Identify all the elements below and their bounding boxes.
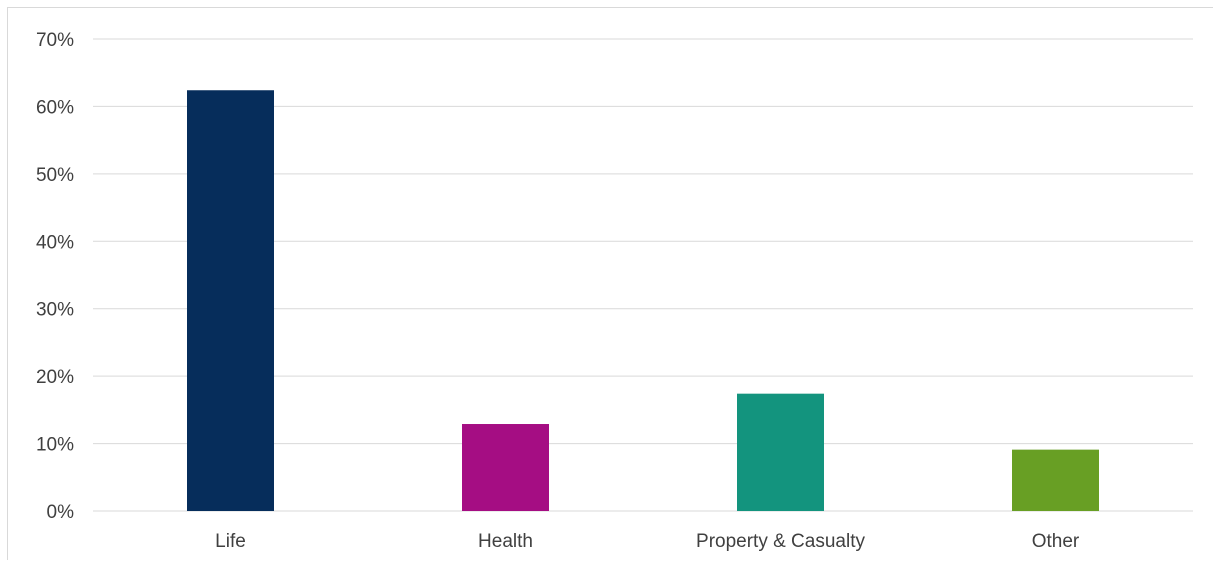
y-tick-label: 70% xyxy=(36,30,74,51)
y-tick-label: 50% xyxy=(36,165,74,186)
x-tick-label: Property & Casualty xyxy=(696,531,865,552)
y-tick-label: 30% xyxy=(36,300,74,321)
y-tick-label: 40% xyxy=(36,232,74,253)
bar-life xyxy=(187,90,274,511)
y-axis-tick-labels: 0% 10% 20% 30% 40% 50% 60% 70% xyxy=(36,30,74,523)
y-tick-label: 60% xyxy=(36,97,74,118)
chart-frame xyxy=(7,7,1213,560)
y-tick-label: 20% xyxy=(36,367,74,388)
y-tick-label: 0% xyxy=(47,502,75,523)
x-tick-label: Other xyxy=(1032,531,1080,552)
bars xyxy=(187,90,1099,511)
bar-health xyxy=(462,424,549,511)
x-axis-tick-labels: Life Health Property & Casualty Other xyxy=(215,531,1080,552)
bar-other xyxy=(1012,449,1099,511)
x-tick-label: Health xyxy=(478,531,533,552)
bar-property-casualty xyxy=(737,393,824,511)
x-tick-label: Life xyxy=(215,531,246,552)
y-tick-label: 10% xyxy=(36,435,74,456)
gridlines xyxy=(93,38,1193,512)
